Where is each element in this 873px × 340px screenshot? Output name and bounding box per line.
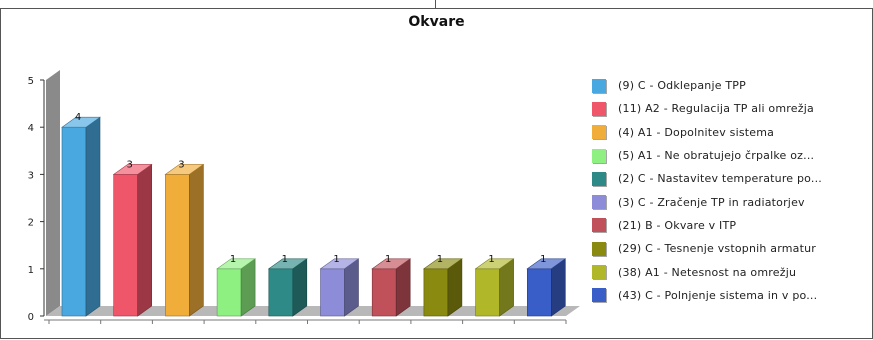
bar-top xyxy=(112,164,153,175)
y-tick-label: 5 xyxy=(28,76,34,87)
bar xyxy=(61,116,101,317)
y-tick-label: 0 xyxy=(28,312,34,323)
bar-top xyxy=(474,258,515,270)
legend-item: (21) B - Okvare v ITP xyxy=(592,214,822,237)
bar-top xyxy=(526,258,567,270)
data-label: 3 xyxy=(127,159,133,170)
legend-swatch xyxy=(592,125,606,140)
legend-swatch xyxy=(592,241,606,256)
chart-legend: (9) C - Odklepanje TPP (11) A2 - Regulaci… xyxy=(592,74,822,307)
legend-item: (5) A1 - Ne obratujejo črpalke oz... xyxy=(592,144,822,167)
legend-item: (3) C - Zračenje TP in radiatorjev xyxy=(592,190,822,213)
bar-top xyxy=(371,258,412,270)
bar xyxy=(164,163,205,317)
legend-swatch xyxy=(592,148,606,163)
bar xyxy=(319,258,360,317)
bar-side xyxy=(85,116,101,317)
data-label: 1 xyxy=(230,254,236,265)
legend-swatch xyxy=(592,195,606,210)
bar-front xyxy=(371,268,397,317)
legend-swatch xyxy=(592,218,606,233)
bar-top xyxy=(164,164,205,175)
legend-swatch xyxy=(592,101,606,116)
legend-swatch xyxy=(592,78,606,93)
left-wall xyxy=(46,70,60,316)
legend-label: (2) C - Nastavitev temperature po... xyxy=(618,172,822,186)
legend-label: (5) A1 - Ne obratujejo črpalke oz... xyxy=(618,149,815,163)
bar-front xyxy=(165,174,190,317)
bar xyxy=(216,258,257,317)
data-label: 1 xyxy=(282,254,288,265)
bar-front xyxy=(113,174,138,317)
legend-item: (29) C - Tesnenje vstopnih armatur xyxy=(592,237,822,260)
data-label: 1 xyxy=(488,254,494,265)
legend-item: (43) C - Polnjenje sistema in v po... xyxy=(592,284,822,307)
legend-item: (2) C - Nastavitev temperature po... xyxy=(592,167,822,190)
legend-item: (38) A1 - Netesnost na omrežju xyxy=(592,260,822,283)
data-label: 4 xyxy=(75,112,81,123)
legend-label: (9) C - Odklepanje TPP xyxy=(618,79,746,93)
legend-swatch xyxy=(592,171,606,186)
legend-label: (11) A2 - Regulacija TP ali omrežja xyxy=(618,102,814,116)
bar xyxy=(267,258,308,317)
legend-label: (4) A1 - Dopolnitev sistema xyxy=(618,125,775,139)
data-label: 3 xyxy=(178,159,184,170)
legend-item: (4) A1 - Dopolnitev sistema xyxy=(592,121,822,144)
legend-label: (38) A1 - Netesnost na omrežju xyxy=(618,265,797,279)
legend-label: (29) C - Tesnenje vstopnih armatur xyxy=(618,242,816,256)
chart-title: Okvare xyxy=(408,14,465,30)
bar-front xyxy=(475,268,500,317)
bar-top xyxy=(267,258,308,270)
legend-label: (21) B - Okvare v ITP xyxy=(618,218,737,232)
bar xyxy=(112,163,153,317)
y-tick-label: 2 xyxy=(28,218,34,229)
data-label: 1 xyxy=(437,254,443,265)
bar-top xyxy=(216,258,257,270)
bar xyxy=(474,258,515,317)
bar-front xyxy=(423,268,449,317)
bar-top xyxy=(319,258,360,270)
bar-front xyxy=(526,268,552,317)
legend-label: (3) C - Zračenje TP in radiatorjev xyxy=(618,195,805,209)
legend-label: (43) C - Polnjenje sistema in v po... xyxy=(618,288,818,302)
data-label: 1 xyxy=(333,254,339,265)
bar-side xyxy=(137,163,152,317)
bar-front xyxy=(268,268,294,317)
bar-top xyxy=(422,258,463,270)
legend-swatch xyxy=(592,288,606,303)
y-tick-label: 4 xyxy=(28,123,34,134)
y-tick-label: 3 xyxy=(28,170,34,181)
data-label: 1 xyxy=(540,254,546,265)
bar-front xyxy=(320,268,345,317)
top-frame-border xyxy=(0,0,873,9)
data-label: 1 xyxy=(385,254,391,265)
bar xyxy=(526,258,567,317)
bar-top xyxy=(61,116,101,128)
bar-front xyxy=(216,268,242,317)
legend-swatch xyxy=(592,265,606,280)
y-tick-label: 1 xyxy=(28,265,34,276)
legend-item: (11) A2 - Regulacija TP ali omrežja xyxy=(592,97,822,120)
bar xyxy=(422,258,463,317)
bar-front xyxy=(61,126,87,317)
bar-side xyxy=(189,163,204,317)
legend-item: (9) C - Odklepanje TPP xyxy=(592,74,822,97)
bar xyxy=(371,258,412,317)
